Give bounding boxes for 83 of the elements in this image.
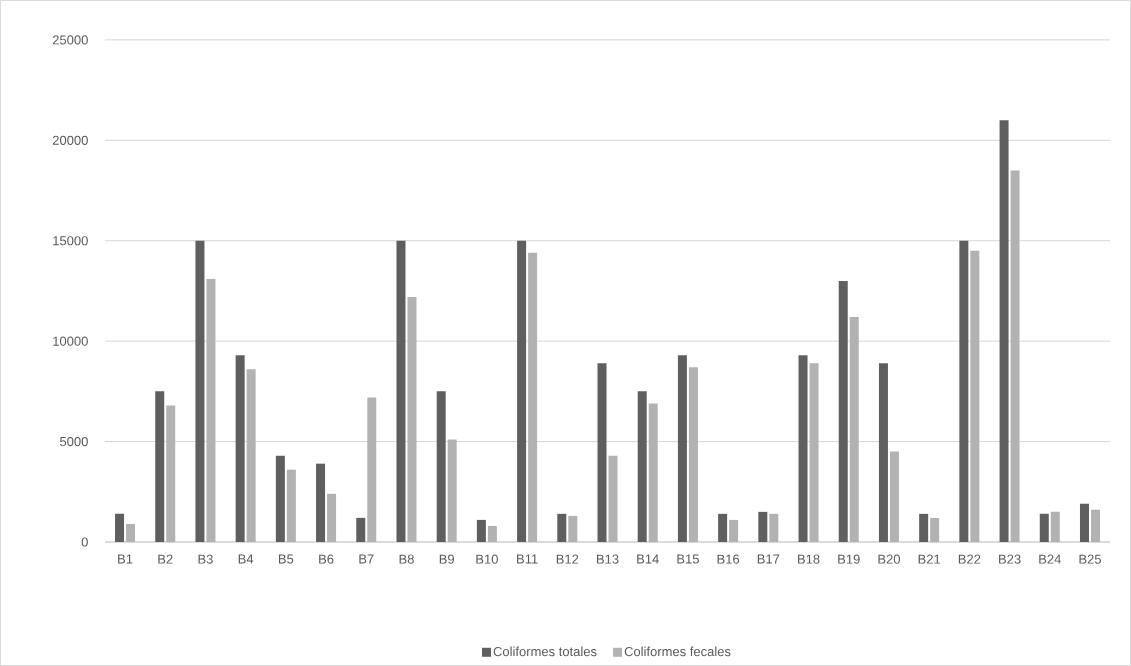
bar [195, 240, 205, 543]
legend-label: Coliformes totales [493, 646, 597, 657]
bar [688, 367, 698, 543]
bar [970, 250, 980, 543]
y-tick-label: 0 [81, 537, 88, 547]
bar [557, 513, 567, 543]
x-tick-label: B17 [757, 554, 780, 564]
x-tick-label: B12 [556, 554, 579, 564]
bar [166, 405, 176, 543]
bar [919, 513, 929, 543]
x-tick-label: B10 [476, 554, 498, 564]
bar [878, 363, 888, 543]
bar [849, 317, 859, 543]
bar [608, 455, 618, 543]
x-tick-label: B6 [319, 554, 334, 564]
bar [206, 278, 216, 543]
bar [356, 517, 366, 543]
bar [327, 493, 337, 543]
x-tick-label: B20 [878, 554, 901, 564]
bar [568, 515, 578, 543]
bar [316, 463, 326, 543]
x-tick-label: B19 [838, 554, 860, 564]
bar [597, 363, 607, 543]
x-tick-label: B7 [359, 554, 374, 564]
bar [930, 517, 940, 543]
bar [769, 513, 779, 543]
x-tick-label: B11 [517, 554, 538, 564]
y-tick-label: 15000 [53, 236, 88, 246]
bar [677, 355, 687, 543]
bar [809, 363, 819, 543]
bar [436, 391, 446, 543]
bar [275, 455, 285, 543]
bar [246, 369, 256, 543]
y-tick-label: 20000 [52, 135, 88, 145]
x-tick-label: B23 [999, 554, 1021, 564]
bar [1079, 503, 1089, 543]
bar [447, 439, 457, 543]
x-tick-label: B25 [1079, 554, 1101, 564]
bar [517, 240, 527, 543]
x-tick-label: B3 [198, 554, 213, 564]
x-tick-label: B2 [158, 554, 173, 564]
x-tick-label: B9 [439, 554, 455, 564]
bar [367, 397, 377, 543]
bar [1039, 513, 1049, 543]
x-tick-label: B5 [278, 554, 294, 564]
bar [126, 523, 136, 543]
x-tick-label: B13 [597, 554, 619, 564]
bar [637, 391, 647, 543]
bar [235, 355, 245, 543]
legend-label: Coliformes fecales [624, 646, 731, 657]
bar [155, 391, 165, 543]
bar [1010, 170, 1020, 543]
bar [729, 519, 739, 543]
bar [889, 451, 899, 543]
bar [476, 519, 486, 543]
y-tick-label: 5000 [59, 437, 88, 447]
y-tick-label: 10000 [53, 336, 88, 346]
bar [286, 469, 296, 543]
bar [959, 240, 969, 543]
bar [838, 280, 848, 543]
x-tick-label: B15 [677, 554, 699, 564]
x-tick-label: B16 [717, 554, 740, 564]
bar [718, 513, 728, 543]
x-tick-label: B22 [958, 554, 981, 564]
bar [407, 297, 417, 543]
bar [528, 252, 538, 543]
bar [648, 403, 658, 543]
y-tick-label: 25000 [52, 35, 88, 45]
x-tick-label: B1 [118, 554, 133, 564]
x-tick-label: B8 [399, 554, 414, 564]
x-tick-label: B4 [238, 554, 254, 564]
bar [999, 120, 1009, 543]
x-tick-label: B21 [918, 554, 941, 564]
x-tick-label: B24 [1039, 554, 1061, 564]
bar [396, 240, 406, 543]
bar [1090, 509, 1100, 543]
bar [798, 355, 808, 543]
x-tick-label: B18 [798, 554, 820, 564]
x-tick-label: B14 [637, 554, 659, 564]
bar [1050, 511, 1060, 543]
bar [115, 513, 125, 543]
bar [487, 525, 497, 543]
bar [758, 511, 768, 543]
